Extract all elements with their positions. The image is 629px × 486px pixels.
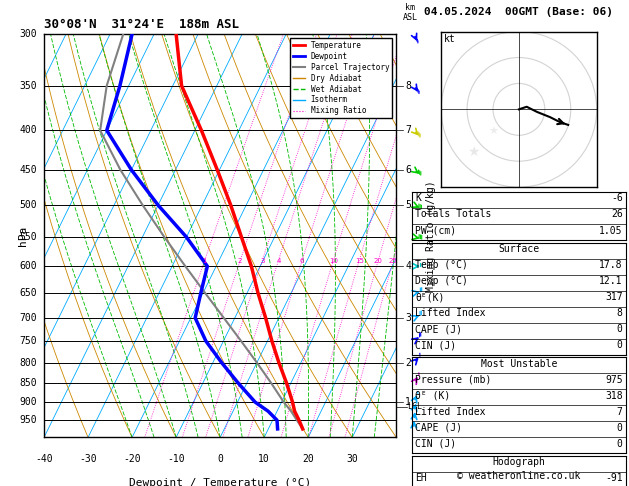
Text: 317: 317 (605, 292, 623, 302)
Text: 800: 800 (19, 358, 37, 367)
Text: 6: 6 (300, 258, 304, 263)
Text: -91: -91 (605, 473, 623, 484)
Text: CIN (J): CIN (J) (415, 340, 456, 350)
Text: Pressure (mb): Pressure (mb) (415, 375, 491, 385)
Text: 7: 7 (405, 125, 411, 136)
Text: -30: -30 (79, 453, 97, 464)
Text: 7: 7 (617, 407, 623, 417)
Text: 5: 5 (405, 200, 411, 210)
Text: Mixing Ratio (g/kg): Mixing Ratio (g/kg) (426, 180, 437, 292)
Text: Dewp (°C): Dewp (°C) (415, 276, 468, 286)
Text: 17.8: 17.8 (599, 260, 623, 270)
Text: 3: 3 (405, 313, 411, 323)
Legend: Temperature, Dewpoint, Parcel Trajectory, Dry Adiabat, Wet Adiabat, Isotherm, Mi: Temperature, Dewpoint, Parcel Trajectory… (290, 38, 392, 119)
Text: 8: 8 (617, 308, 623, 318)
Text: 850: 850 (19, 378, 37, 388)
Text: ★: ★ (467, 145, 479, 159)
Text: θᴱ (K): θᴱ (K) (415, 391, 450, 401)
Text: LCL: LCL (407, 402, 422, 411)
Text: CAPE (J): CAPE (J) (415, 324, 462, 334)
Text: 950: 950 (19, 415, 37, 425)
Text: km
ASL: km ASL (403, 2, 418, 22)
Text: Lifted Index: Lifted Index (415, 308, 486, 318)
Text: 2: 2 (238, 258, 242, 263)
Text: -40: -40 (35, 453, 53, 464)
Text: ★: ★ (488, 127, 498, 137)
Text: 0: 0 (617, 324, 623, 334)
Text: 975: 975 (605, 375, 623, 385)
Text: 30°08'N  31°24'E  188m ASL: 30°08'N 31°24'E 188m ASL (44, 18, 239, 32)
Text: -6: -6 (611, 193, 623, 204)
Text: 30: 30 (347, 453, 358, 464)
Text: θᴱ(K): θᴱ(K) (415, 292, 445, 302)
Text: 15: 15 (355, 258, 364, 263)
Text: 0: 0 (217, 453, 223, 464)
Text: PW (cm): PW (cm) (415, 226, 456, 236)
Text: Most Unstable: Most Unstable (481, 359, 557, 369)
Text: 6: 6 (405, 165, 411, 175)
Text: 3: 3 (260, 258, 264, 263)
Text: 20: 20 (303, 453, 314, 464)
Text: -10: -10 (167, 453, 185, 464)
Text: 10: 10 (259, 453, 270, 464)
Text: 0: 0 (617, 340, 623, 350)
Text: 350: 350 (19, 81, 37, 91)
Text: 400: 400 (19, 125, 37, 136)
Text: Hodograph: Hodograph (493, 457, 545, 468)
Text: Totals Totals: Totals Totals (415, 209, 491, 220)
Text: EH: EH (415, 473, 427, 484)
Text: kt: kt (443, 34, 455, 44)
Text: 600: 600 (19, 261, 37, 271)
Text: 26: 26 (611, 209, 623, 220)
Text: 900: 900 (19, 397, 37, 407)
Text: 20: 20 (374, 258, 382, 263)
Text: 10: 10 (329, 258, 338, 263)
Text: © weatheronline.co.uk: © weatheronline.co.uk (457, 471, 581, 481)
Text: Lifted Index: Lifted Index (415, 407, 486, 417)
Text: 450: 450 (19, 165, 37, 175)
Text: 318: 318 (605, 391, 623, 401)
Text: CAPE (J): CAPE (J) (415, 423, 462, 433)
Text: K: K (415, 193, 421, 204)
Text: Dewpoint / Temperature (°C): Dewpoint / Temperature (°C) (129, 478, 311, 486)
Text: Temp (°C): Temp (°C) (415, 260, 468, 270)
Text: 8: 8 (405, 81, 411, 91)
Text: 1: 1 (405, 397, 411, 407)
Text: 0: 0 (617, 423, 623, 433)
Text: 1: 1 (203, 258, 207, 263)
Text: 12.1: 12.1 (599, 276, 623, 286)
Text: 04.05.2024  00GMT (Base: 06): 04.05.2024 00GMT (Base: 06) (425, 7, 613, 17)
Text: 500: 500 (19, 200, 37, 210)
Text: 1.05: 1.05 (599, 226, 623, 236)
Text: 25: 25 (389, 258, 398, 263)
Text: 2: 2 (405, 358, 411, 367)
Text: Surface: Surface (498, 244, 540, 254)
Text: 750: 750 (19, 336, 37, 346)
Text: 650: 650 (19, 288, 37, 298)
Text: 300: 300 (19, 29, 37, 39)
Text: 700: 700 (19, 313, 37, 323)
Text: 0: 0 (617, 439, 623, 449)
Text: 4: 4 (405, 261, 411, 271)
Text: hPa: hPa (18, 226, 28, 246)
Text: 550: 550 (19, 232, 37, 242)
Text: CIN (J): CIN (J) (415, 439, 456, 449)
Text: -20: -20 (123, 453, 141, 464)
Text: 4: 4 (276, 258, 281, 263)
